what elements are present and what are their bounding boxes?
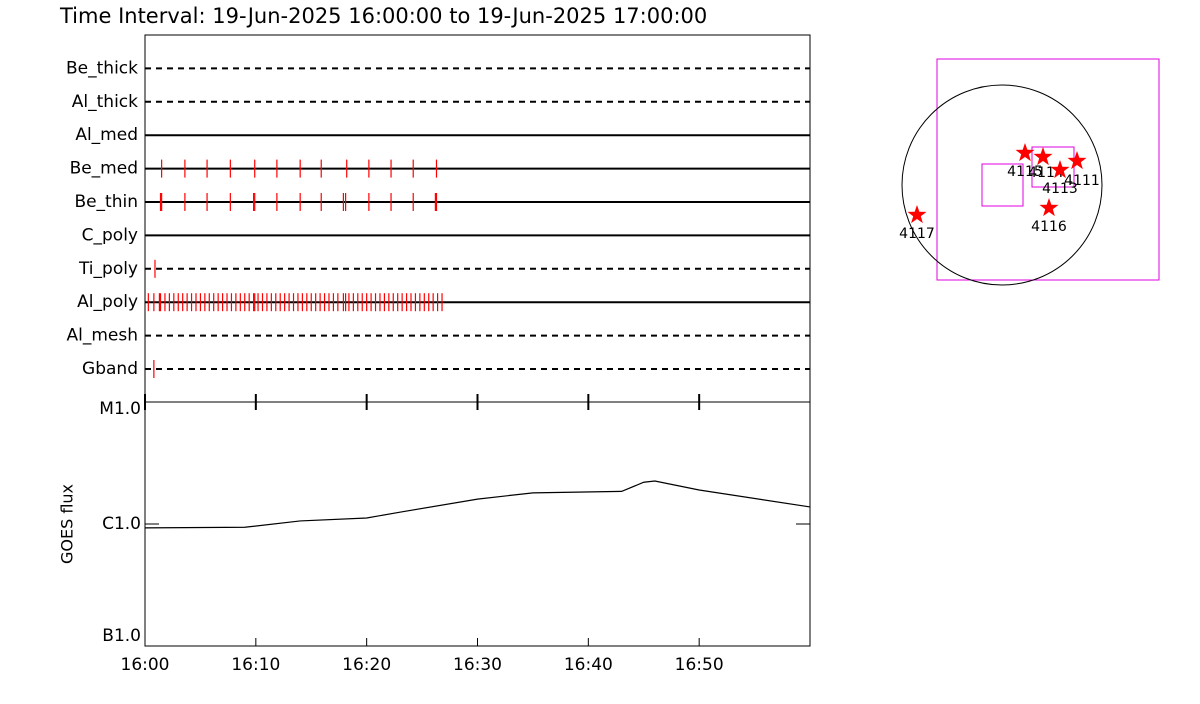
region-label: 4115 — [1007, 164, 1043, 180]
x-tick-label: 16:50 — [675, 655, 724, 675]
region-label: 4117 — [899, 226, 935, 242]
region-label: 4111 — [1064, 173, 1100, 189]
fov-box — [936, 58, 1160, 281]
solar-limb — [901, 84, 1103, 286]
plot-frame — [144, 34, 811, 647]
goes-curve — [144, 480, 811, 529]
y-tick-label: C1.0 — [102, 514, 141, 534]
x-tick-label: 16:40 — [564, 655, 613, 675]
chart-title: Time Interval: 19-Jun-2025 16:00:00 to 1… — [59, 4, 707, 28]
region-star — [1015, 143, 1035, 162]
row-label: Be_med — [70, 159, 138, 179]
fov-box — [981, 163, 1024, 207]
row-label: Gband — [82, 359, 138, 379]
row-label: Be_thick — [66, 58, 138, 78]
row-label: Al_mesh — [66, 326, 138, 346]
row-label: Al_poly — [77, 292, 138, 312]
row-label: Be_thin — [74, 192, 138, 212]
region-label: 4113 — [1042, 181, 1078, 197]
x-tick-label: 16:20 — [342, 655, 391, 675]
row-label: Ti_poly — [78, 259, 138, 279]
row-label: Al_med — [75, 125, 138, 145]
row-label: Al_thick — [72, 92, 138, 112]
region-star — [1067, 151, 1087, 170]
y-tick-label: B1.0 — [102, 626, 141, 646]
x-tick-label: 16:10 — [231, 655, 280, 675]
region-label: 4116 — [1031, 219, 1067, 235]
x-tick-label: 16:30 — [453, 655, 502, 675]
region-star — [1050, 160, 1070, 179]
x-tick-label: 16:00 — [121, 655, 170, 675]
region-star — [1033, 147, 1053, 166]
region-star — [907, 205, 927, 224]
y-tick-label: M1.0 — [99, 399, 141, 419]
row-label: C_poly — [82, 225, 138, 245]
region-star — [1039, 198, 1059, 217]
y-axis-label: GOES flux — [58, 484, 77, 564]
